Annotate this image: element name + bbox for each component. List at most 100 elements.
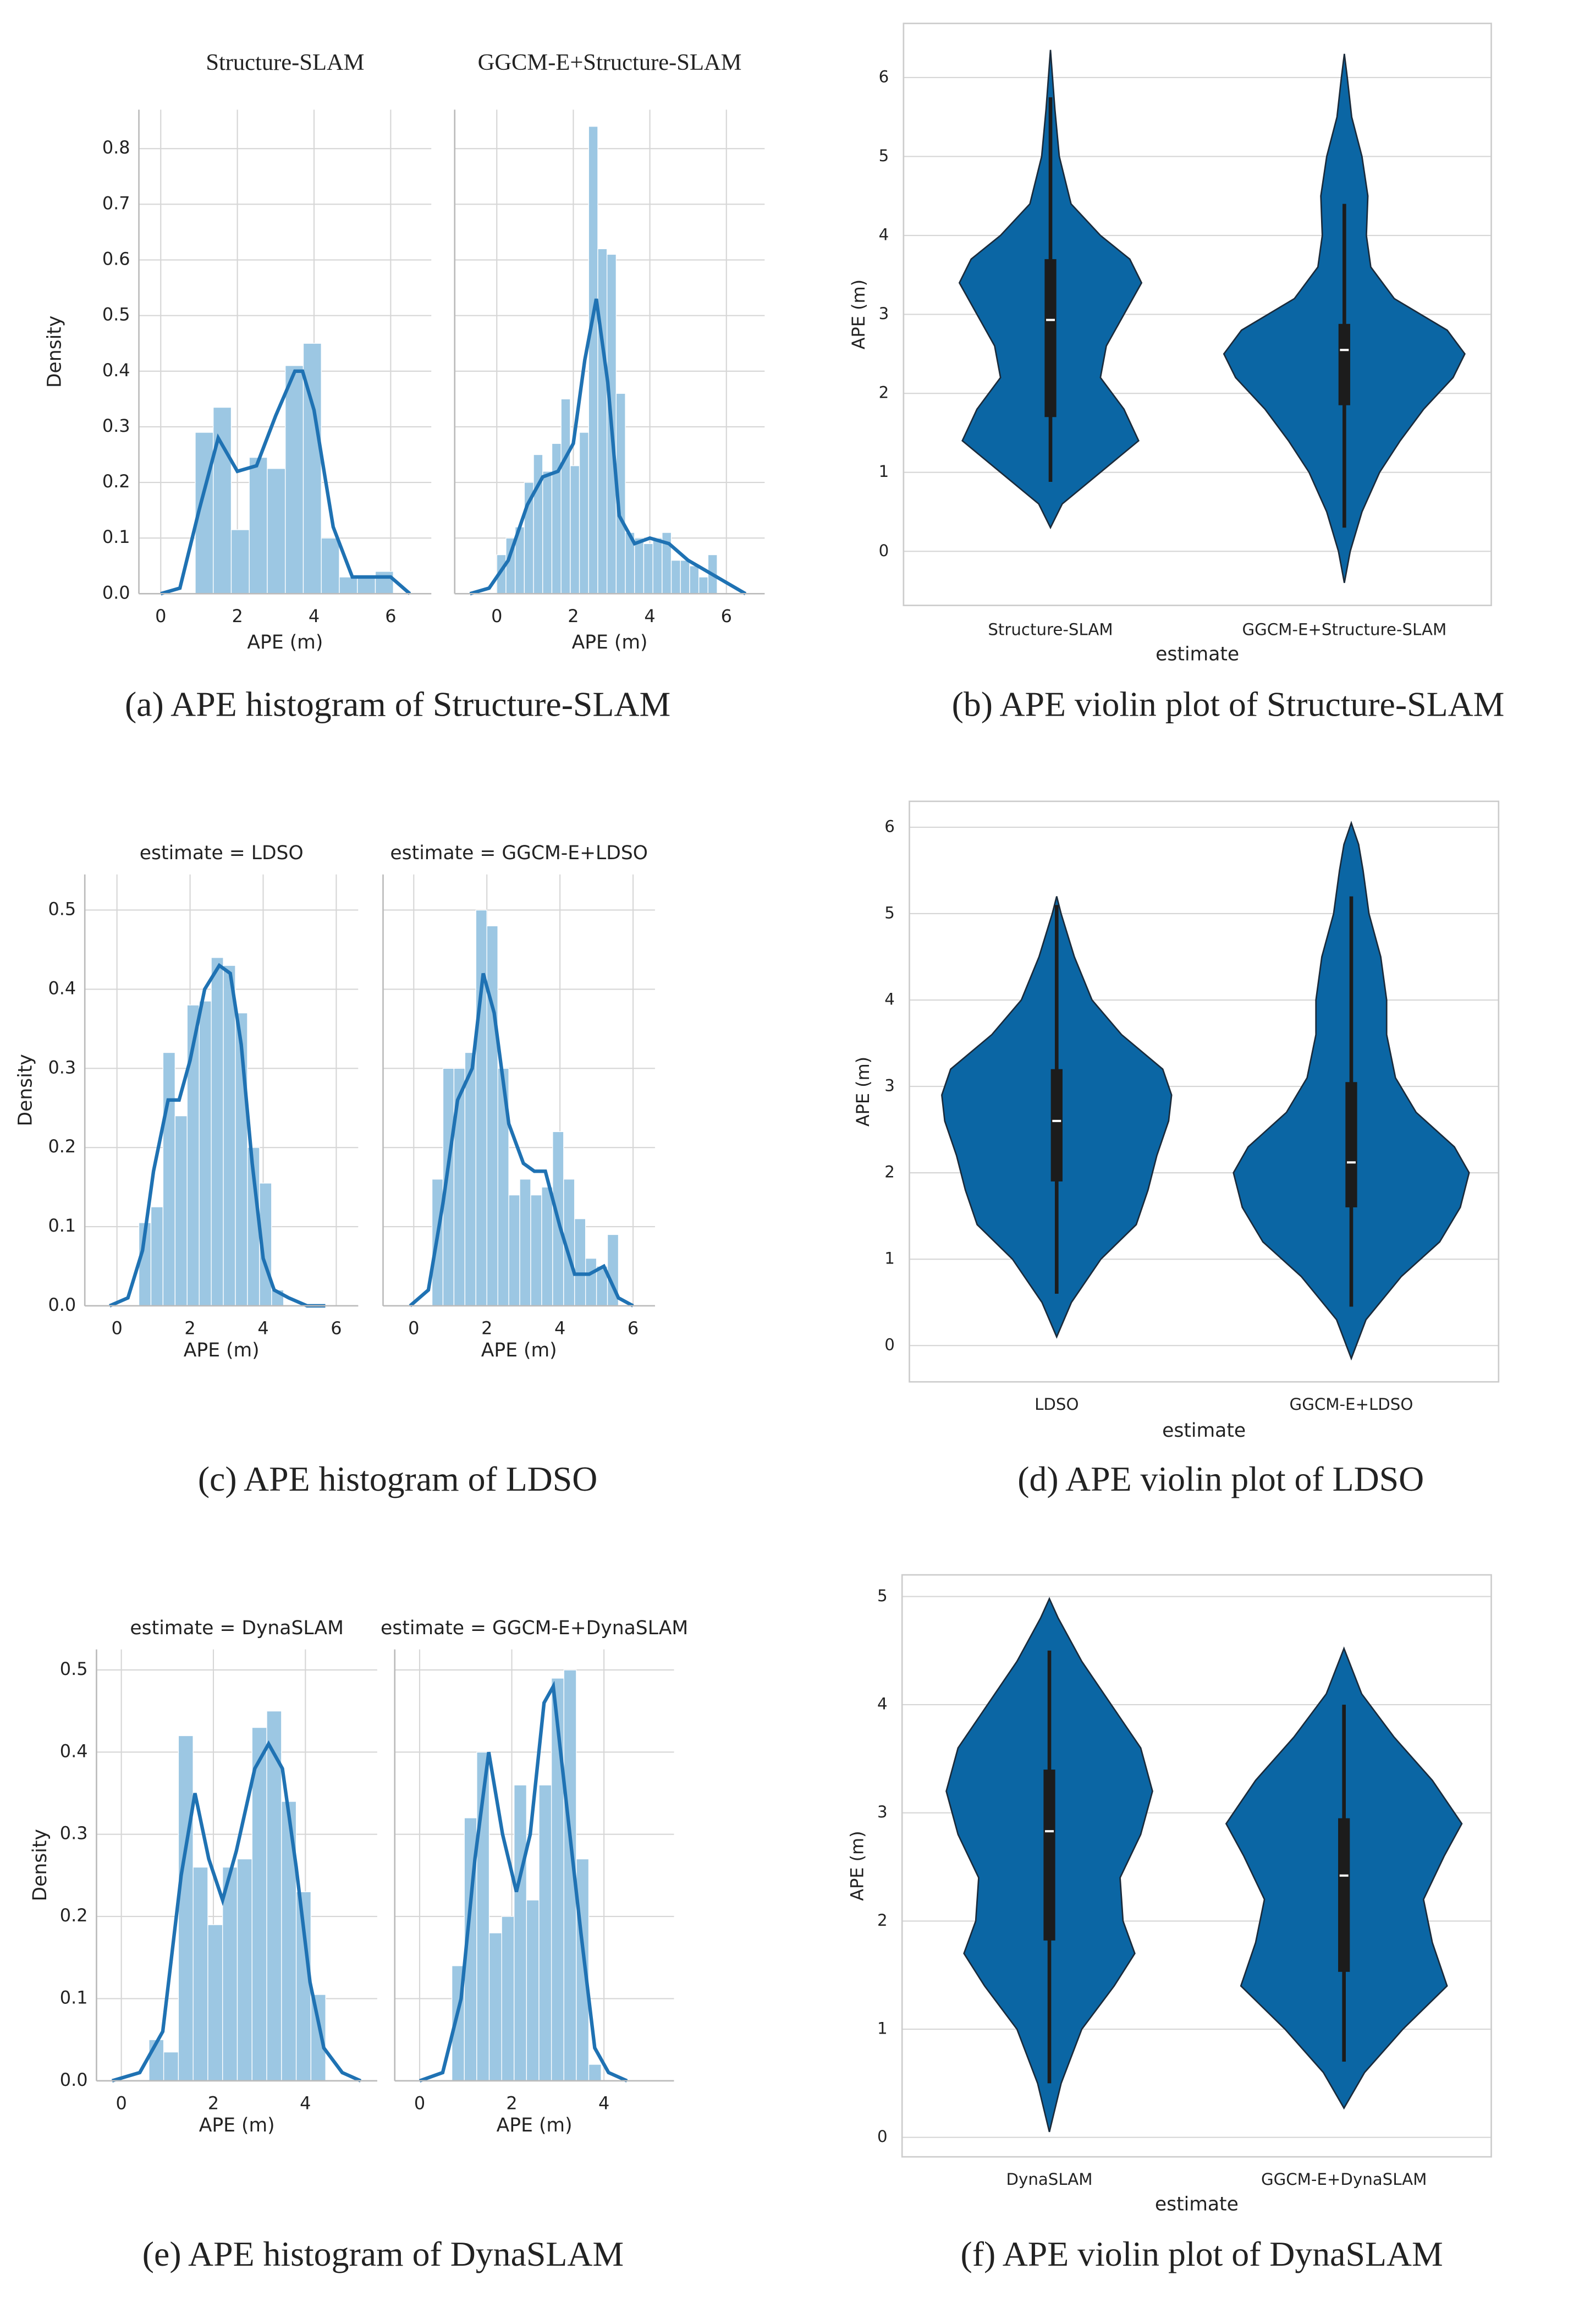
x-axis-label: APE (m) [572,631,648,653]
caption: (c) APE histogram of LDSO [198,1459,598,1498]
kde-line [419,1680,628,2083]
kde-line [160,369,411,596]
x-tick-label: 4 [644,606,655,627]
x-tick-label: 4 [554,1317,565,1338]
x-axis-label: APE (m) [481,1339,557,1361]
x-axis-label: APE (m) [247,631,323,653]
y-tick-label: 3 [884,1076,895,1095]
x-tick-label: 4 [257,1317,268,1338]
y-tick-label: 0.3 [60,1823,88,1844]
y-tick-label: 1 [879,462,889,481]
y-tick-label: 5 [879,146,889,165]
y-axis-label: APE (m) [852,1057,873,1127]
y-tick-label: 4 [877,1695,888,1713]
box [1050,1069,1063,1182]
histogram-bar [230,529,250,595]
y-tick-label: 0.0 [48,1294,76,1315]
histogram-bar [321,537,340,595]
kde-line [111,1740,362,2083]
histogram-bar [530,1194,542,1306]
x-tick-label: 0 [491,606,502,627]
histogram-bar [501,1916,515,2081]
histogram-bar [680,559,690,595]
y-tick-label: 0.3 [48,1057,76,1078]
kde-line [109,963,326,1308]
histogram-bar [150,1206,164,1306]
y-tick-label: 0.1 [48,1215,76,1236]
histogram-bar [251,1727,267,2081]
histogram-bar [538,1784,552,2081]
y-tick-label: 0 [879,541,889,560]
y-axis-label: APE (m) [848,279,869,349]
y-tick-label: 0.2 [102,471,130,492]
histogram-bar [475,909,487,1306]
facet-title: estimate = DynaSLAM [130,1617,343,1639]
histogram-bar [375,571,394,595]
histogram-bar [597,248,608,595]
histogram-bar [222,1866,238,2081]
x-axis-label: APE (m) [184,1339,260,1361]
y-tick-label: 3 [877,1803,888,1821]
histogram-bar [652,537,663,595]
x-tick-label: 2 [481,1317,492,1338]
caption: (f) APE violin plot of DynaSLAM [961,2234,1443,2273]
histogram-bar [585,1257,597,1306]
histogram-bar [588,126,598,595]
y-tick-label: 2 [879,383,889,402]
histogram-bar [249,457,268,595]
histogram-bar [213,406,232,595]
histogram-bar [267,468,286,595]
histogram-bar [223,965,236,1306]
x-tick-label: DynaSLAM [1006,2170,1093,2189]
x-tick-label: 0 [112,1317,123,1338]
histogram-bar [570,465,580,595]
plot-frame [909,800,1500,1383]
histogram-bar [579,432,589,595]
facet-title: GGCM-E+Structure-SLAM [478,50,742,75]
y-tick-label: 0.8 [102,137,130,158]
histogram-bar [588,2064,602,2081]
kde-line [409,973,634,1307]
histogram-bar [560,398,571,595]
x-tick-label: LDSO [1035,1395,1079,1414]
y-tick-label: 6 [879,67,889,86]
y-tick-label: 1 [877,2019,888,2038]
histogram-bar [236,1858,252,2081]
histogram-bar [199,1001,212,1306]
x-axis-label: estimate [1155,2193,1239,2215]
histogram-bar [542,471,553,595]
histogram-bar [541,1186,553,1306]
y-tick-label: 3 [879,304,889,323]
histogram-bar [643,543,653,595]
histogram-bar [574,1218,586,1306]
y-tick-label: 0 [877,2127,888,2146]
plot-frame [903,23,1492,606]
x-tick-label: 4 [309,606,320,627]
x-tick-label: 6 [385,606,396,627]
box [1338,1818,1350,1972]
x-axis-label: APE (m) [199,2114,275,2136]
x-tick-label: 6 [721,606,732,627]
x-axis-label: estimate [1162,1420,1246,1442]
y-tick-label: 5 [884,903,895,922]
histogram-bar [514,1784,527,2081]
histogram-bar [486,925,498,1306]
facet-title: Structure-SLAM [206,50,364,75]
y-tick-label: 0.5 [60,1658,88,1679]
x-tick-label: GGCM-E+DynaSLAM [1261,2170,1427,2189]
x-axis-label: estimate [1156,643,1239,665]
x-tick-label: 6 [331,1317,342,1338]
x-axis-label: APE (m) [497,2114,573,2136]
x-tick-label: GGCM-E+LDSO [1290,1395,1413,1414]
y-tick-label: 0.7 [102,193,130,213]
y-tick-label: 0.2 [60,1905,88,1926]
x-tick-label: 4 [598,2092,609,2113]
y-tick-label: 0.6 [102,249,130,270]
histogram-bar [162,1052,175,1306]
histogram-bar [464,1052,476,1306]
y-tick-label: 0.5 [102,304,130,325]
y-axis-label: APE (m) [846,1831,867,1900]
caption: (e) APE histogram of DynaSLAM [142,2234,624,2273]
histogram-bar [211,957,224,1306]
facet-title: estimate = GGCM-E+DynaSLAM [381,1617,688,1639]
